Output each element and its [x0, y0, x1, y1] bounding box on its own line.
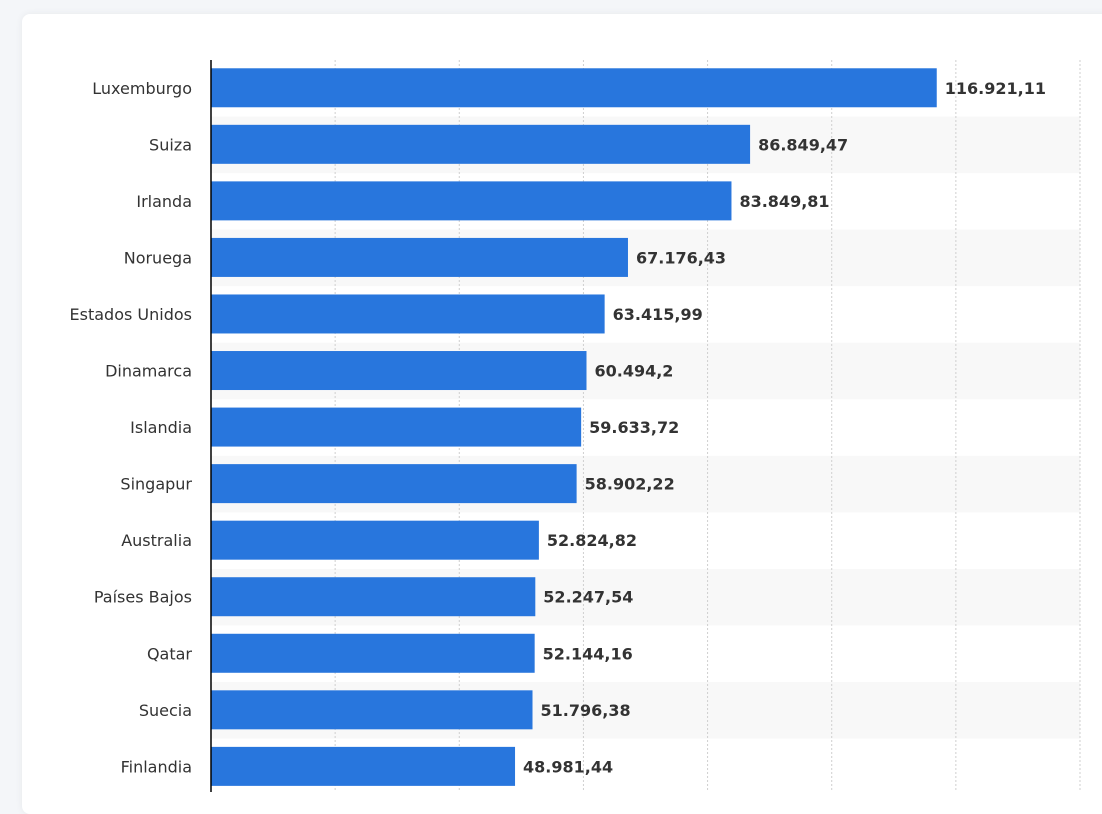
category-label: Suiza — [149, 135, 192, 154]
value-label: 58.902,22 — [585, 475, 675, 494]
bar[interactable] — [211, 633, 535, 673]
bar[interactable] — [211, 464, 577, 504]
category-label: Estados Unidos — [70, 305, 192, 324]
value-label: 86.849,47 — [758, 135, 848, 154]
bar[interactable] — [211, 294, 605, 334]
value-label: 48.981,44 — [523, 757, 613, 776]
value-label: 116.921,11 — [945, 79, 1046, 98]
category-label: Países Bajos — [94, 588, 192, 607]
bar[interactable] — [211, 690, 533, 730]
value-label: 83.849,81 — [739, 192, 829, 211]
value-label: 52.824,82 — [547, 531, 637, 550]
bars — [211, 68, 937, 786]
category-label: Qatar — [147, 644, 192, 663]
value-label: 51.796,38 — [541, 701, 631, 720]
category-label: Suecia — [139, 701, 192, 720]
value-label: 67.176,43 — [636, 248, 726, 267]
bar-chart: Luxemburgo Suiza Irlanda Noruega Estados Uni… — [70, 60, 1081, 792]
value-label: 59.633,72 — [589, 418, 679, 437]
value-labels: 116.921,11 86.849,47 83.849,81 67.176,43 63.… — [523, 79, 1046, 777]
value-label: 52.247,54 — [543, 588, 633, 607]
category-label: Luxemburgo — [92, 79, 192, 98]
bar[interactable] — [211, 351, 587, 391]
category-label: Singapur — [120, 475, 192, 494]
category-label: Dinamarca — [105, 362, 192, 381]
bar[interactable] — [211, 520, 539, 560]
bar[interactable] — [211, 181, 732, 221]
bar[interactable] — [211, 124, 751, 164]
value-label: 52.144,16 — [543, 644, 633, 663]
category-label: Finlandia — [121, 757, 192, 776]
category-label: Australia — [121, 531, 192, 550]
value-label: 63.415,99 — [613, 305, 703, 324]
bar[interactable] — [211, 577, 536, 617]
value-label: 60.494,2 — [594, 362, 673, 381]
category-labels: Luxemburgo Suiza Irlanda Noruega Estados Uni… — [70, 79, 193, 777]
category-label: Islandia — [130, 418, 192, 437]
bar[interactable] — [211, 237, 628, 277]
category-label: Noruega — [124, 248, 192, 267]
bar[interactable] — [211, 407, 582, 447]
bar[interactable] — [211, 68, 937, 108]
bar[interactable] — [211, 746, 516, 786]
category-label: Irlanda — [136, 192, 192, 211]
